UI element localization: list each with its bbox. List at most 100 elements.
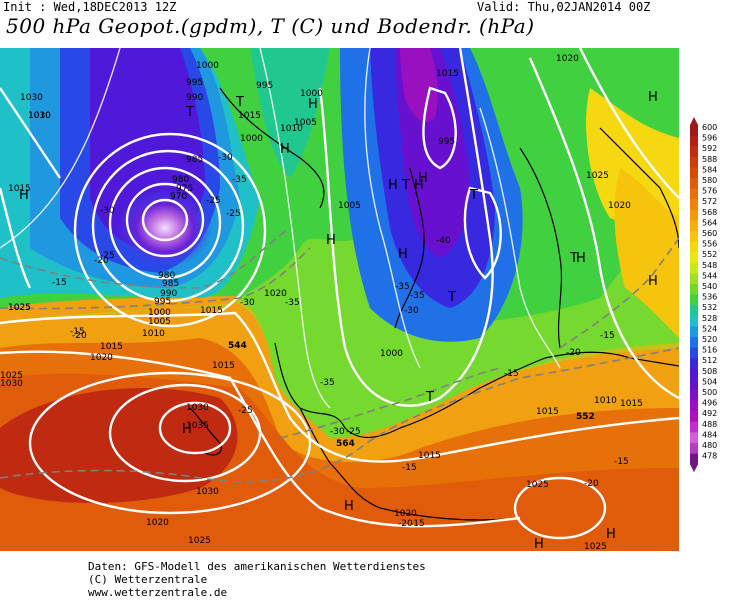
isobar-label: 985 xyxy=(186,155,203,165)
legend-swatch xyxy=(690,252,698,264)
high-pressure-label: H xyxy=(182,422,192,437)
isobar-label: 1005 xyxy=(148,317,171,327)
legend-swatch xyxy=(690,315,698,327)
legend-swatch xyxy=(690,411,698,423)
isobars xyxy=(0,48,679,540)
legend-level-label: 580 xyxy=(702,176,717,185)
geopotential-lines xyxy=(0,48,561,409)
legend-swatch xyxy=(690,188,698,200)
isobar-label: 1020 xyxy=(90,353,113,363)
temperature-label: -20 xyxy=(584,479,599,489)
temperature-label: -15 xyxy=(504,369,519,379)
isobar-label: 980 xyxy=(158,271,175,281)
legend-level-label: 516 xyxy=(702,346,717,355)
init-time: Init : Wed,18DEC2013 12Z xyxy=(3,0,177,14)
temperature-label: -35 xyxy=(410,291,425,301)
legend-swatch xyxy=(690,421,698,433)
temperature-label: -25 xyxy=(100,251,115,261)
temperature-label: -30 xyxy=(330,427,345,437)
legend-level-label: 556 xyxy=(702,240,717,249)
legend-level-label: 536 xyxy=(702,293,717,302)
temperature-label: -20 xyxy=(398,519,413,529)
isobar-label: 1010 xyxy=(142,329,165,339)
footer-copyright: (C) Wetterzentrale xyxy=(88,573,208,586)
footer-website-link[interactable]: www.wetterzentrale.de xyxy=(88,586,228,599)
legend-swatch xyxy=(690,167,698,179)
temperature-label: -15 xyxy=(410,519,425,529)
legend-level-label: 596 xyxy=(702,134,717,143)
legend-level-label: 564 xyxy=(702,218,717,227)
isobar-label: 1020 xyxy=(556,54,579,64)
legend-swatch xyxy=(690,178,698,190)
low-pressure-label: T xyxy=(447,290,456,305)
footer-data-source: Daten: GFS-Modell des amerikanischen Wet… xyxy=(88,560,426,573)
low-pressure-label: T xyxy=(401,178,410,193)
legend-swatch xyxy=(690,432,698,444)
legend-swatch xyxy=(690,347,698,359)
high-pressure-label: H xyxy=(326,233,336,248)
isobar-label: 1015 xyxy=(100,342,123,352)
legend-level-label: 524 xyxy=(702,324,717,333)
legend-swatch xyxy=(690,358,698,370)
legend-swatch xyxy=(690,294,698,306)
temperature-isotherms xyxy=(0,227,679,483)
temperature-label: -20 xyxy=(566,348,581,358)
isobar-label: 1000 xyxy=(380,349,403,359)
isobar-label: 1015 xyxy=(536,407,559,417)
isobar-label: 1025 xyxy=(584,542,607,551)
high-pressure-label: H xyxy=(576,251,586,266)
low-pressure-label: T xyxy=(469,188,478,203)
isobar-label: 1010 xyxy=(28,111,51,121)
legend-level-label: 540 xyxy=(702,282,717,291)
isobar-label: 1010 xyxy=(280,124,303,134)
isobar-label: 1005 xyxy=(294,118,317,128)
temperature-label: -35 xyxy=(285,298,300,308)
isobar-label: 995 xyxy=(186,78,203,88)
legend-level-label: 560 xyxy=(702,229,717,238)
weather-map: 1030103010151025100099599098598097597098… xyxy=(0,48,679,551)
legend-swatch xyxy=(690,284,698,296)
legend-top-arrow xyxy=(690,117,698,125)
isobar-label: 1015 xyxy=(200,306,223,316)
temperature-label: -30 xyxy=(218,153,233,163)
temperature-label: -35 xyxy=(395,282,410,292)
temperature-label: -15 xyxy=(70,327,85,337)
legend-swatch xyxy=(690,379,698,391)
temperature-label: -25 xyxy=(226,209,241,219)
temperature-label: -15 xyxy=(600,331,615,341)
isobar-label: 1000 xyxy=(148,308,171,318)
temperature-label: -25 xyxy=(206,196,221,206)
temperature-label: -35 xyxy=(232,175,247,185)
isobar-label-layer: 1030103010151025100099599098598097597098… xyxy=(0,54,658,551)
isobar-label: 1025 xyxy=(0,371,23,381)
legend-bottom-arrow xyxy=(690,464,698,473)
temperature-label: -25 xyxy=(346,427,361,437)
coastlines xyxy=(189,87,679,521)
high-pressure-label: H xyxy=(398,247,408,262)
legend-swatch xyxy=(690,337,698,349)
isobar-label: 995 xyxy=(256,81,273,91)
legend-level-label: 488 xyxy=(702,420,717,429)
isobar-label: 1015 xyxy=(238,111,261,121)
legend-swatch xyxy=(690,146,698,158)
high-pressure-label: H xyxy=(308,97,318,112)
temperature-label: -40 xyxy=(436,236,451,246)
high-pressure-label: H xyxy=(388,178,398,193)
isobar-label: 1000 xyxy=(300,89,323,99)
legend-swatch xyxy=(690,273,698,285)
isobar-label: 1025 xyxy=(188,536,211,546)
isobar-label: 1025 xyxy=(586,171,609,181)
legend-swatch xyxy=(690,390,698,402)
legend-level-label: 532 xyxy=(702,303,717,312)
temperature-fill xyxy=(0,48,679,551)
isobar-label: 1030 xyxy=(28,111,51,121)
high-pressure-label: H xyxy=(534,537,544,551)
temperature-label: -35 xyxy=(320,378,335,388)
isobar-label: 985 xyxy=(162,279,179,289)
isobar-label: 1015 xyxy=(418,451,441,461)
high-pressure-label: H xyxy=(606,527,616,542)
isobar-label: 990 xyxy=(186,93,203,103)
legend-swatch xyxy=(690,220,698,232)
temperature-label: -30 xyxy=(100,206,115,216)
legend-level-label: 576 xyxy=(702,187,717,196)
